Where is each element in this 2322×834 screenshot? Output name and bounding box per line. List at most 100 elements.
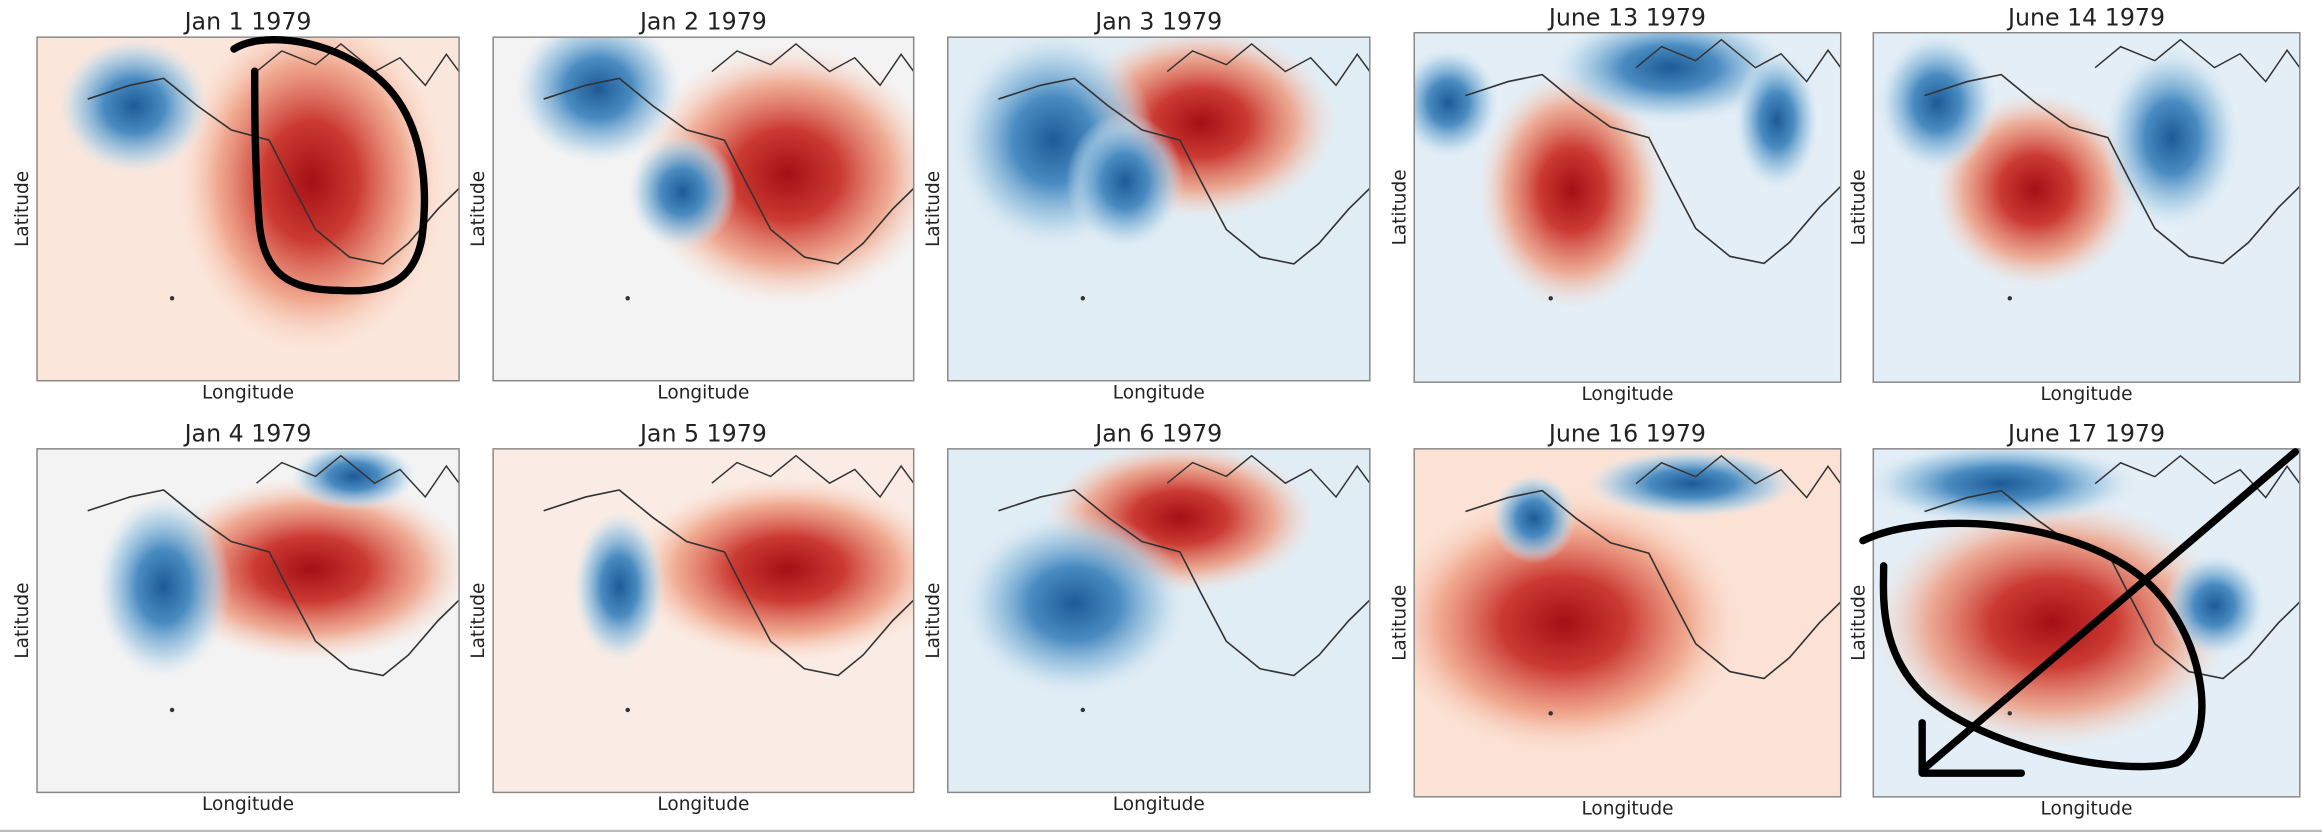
anomaly-region (1550, 32, 1790, 124)
anomaly-region (627, 476, 914, 662)
panel-frame (1872, 31, 2301, 383)
coastline (1166, 454, 1370, 499)
heatmap (1873, 448, 2300, 797)
map-panel: Jan 4 1979 Longitude Latitude (12, 419, 460, 815)
island (169, 707, 175, 713)
hand-drawn-arrow (1918, 448, 2300, 777)
coastline (998, 77, 1370, 265)
panel-frame (36, 36, 460, 382)
map-panel: Jan 5 1979 Longitude Latitude (468, 419, 915, 815)
y-axis-label: Latitude (468, 583, 489, 659)
coastline (87, 489, 460, 677)
panel-title: June 17 1979 (2006, 419, 2165, 447)
x-axis-label: Longitude (1581, 384, 1673, 405)
heatmap (37, 448, 460, 793)
panel-title: Jan 3 1979 (1093, 8, 1222, 36)
island (1080, 296, 1086, 301)
panel-frame (36, 448, 460, 794)
panel-title: Jan 4 1979 (183, 419, 312, 447)
anomaly-region (1584, 448, 1799, 519)
panel-frame (947, 36, 1371, 382)
map-panel: June 14 1979 Longitude Latitude (1848, 3, 2301, 405)
y-axis-label: Latitude (1848, 169, 1869, 245)
map-panel: Jan 2 1979 Longitude Latitude (468, 8, 915, 403)
anomaly-region (960, 510, 1189, 697)
map-panel: Jan 3 1979 Longitude Latitude (923, 8, 1371, 403)
coastline (711, 43, 914, 87)
coastline (998, 489, 1370, 677)
anomaly-region (96, 493, 232, 680)
map-panel: June 13 1979 Longitude Latitude (1389, 3, 1842, 405)
coastline (1465, 489, 1841, 680)
anomaly-region (176, 37, 447, 354)
panel-title: June 13 1979 (1547, 3, 1706, 31)
anomaly-region (1873, 497, 2232, 749)
anomaly-region (58, 37, 211, 175)
x-axis-label: Longitude (1113, 382, 1205, 403)
panel-title: June 14 1979 (2006, 3, 2165, 31)
heatmap (37, 37, 460, 381)
coastline (1166, 43, 1370, 87)
anomaly-region (1065, 112, 1185, 251)
heatmap (493, 37, 914, 381)
panel-frame (492, 36, 915, 382)
panel-title: Jan 6 1979 (1093, 419, 1222, 447)
coastline (1635, 38, 1841, 83)
island (2007, 711, 2012, 716)
x-axis-label: Longitude (657, 382, 749, 403)
anomaly-region (2103, 46, 2241, 229)
coastline (2094, 38, 2300, 83)
anomaly-region (151, 476, 460, 662)
panel-frame (1413, 448, 1842, 798)
x-axis-label: Longitude (1581, 799, 1673, 820)
y-axis-label: Latitude (1389, 169, 1410, 245)
y-axis-label: Latitude (12, 171, 33, 247)
coastline (1924, 73, 2300, 265)
panel-title: June 16 1979 (1547, 419, 1706, 447)
island (1548, 711, 1553, 716)
island (625, 707, 630, 713)
panel-title: Jan 2 1979 (638, 8, 767, 36)
island (1548, 296, 1553, 301)
x-axis-label: Longitude (202, 794, 294, 815)
map-panel: June 16 1979 Longitude Latitude (1389, 419, 1842, 820)
island (1080, 707, 1086, 713)
hand-drawn-ellipse (1859, 519, 2206, 771)
anomaly-region (1490, 473, 1577, 564)
anomaly-region (1873, 448, 2138, 526)
anomaly-region (514, 37, 683, 165)
coastline (711, 454, 914, 499)
heatmap (1414, 448, 1841, 797)
island (625, 296, 630, 301)
heatmap (1414, 32, 1841, 383)
y-axis-label: Latitude (1389, 585, 1410, 661)
anomaly-region (1734, 50, 1820, 190)
y-axis-label: Latitude (1848, 585, 1869, 661)
coastline (87, 77, 460, 265)
x-axis-label: Longitude (657, 794, 749, 815)
x-axis-label: Longitude (2041, 384, 2133, 405)
panel-frame (947, 448, 1371, 794)
coastline (2094, 454, 2300, 499)
x-axis-label: Longitude (1113, 794, 1205, 815)
anomaly-region (1877, 32, 1997, 173)
panel-title: Jan 5 1979 (638, 419, 767, 447)
y-axis-label: Latitude (923, 583, 944, 659)
panel-title: Jan 1 1979 (183, 8, 312, 36)
coastline (543, 77, 914, 265)
panel-frame (1413, 31, 1842, 383)
coastline (1465, 73, 1841, 265)
heatmap (493, 448, 914, 793)
anomaly-region (627, 133, 738, 251)
hand-drawn-circle (230, 36, 429, 295)
y-axis-label: Latitude (12, 583, 33, 659)
y-axis-label: Latitude (468, 171, 489, 247)
map-panel: Jan 6 1979 Longitude Latitude (923, 419, 1371, 815)
anomaly-region (1478, 71, 1666, 309)
x-axis-label: Longitude (2041, 799, 2133, 820)
coastline (543, 489, 914, 677)
island (2007, 296, 2012, 301)
panel-frame (1872, 448, 2301, 798)
